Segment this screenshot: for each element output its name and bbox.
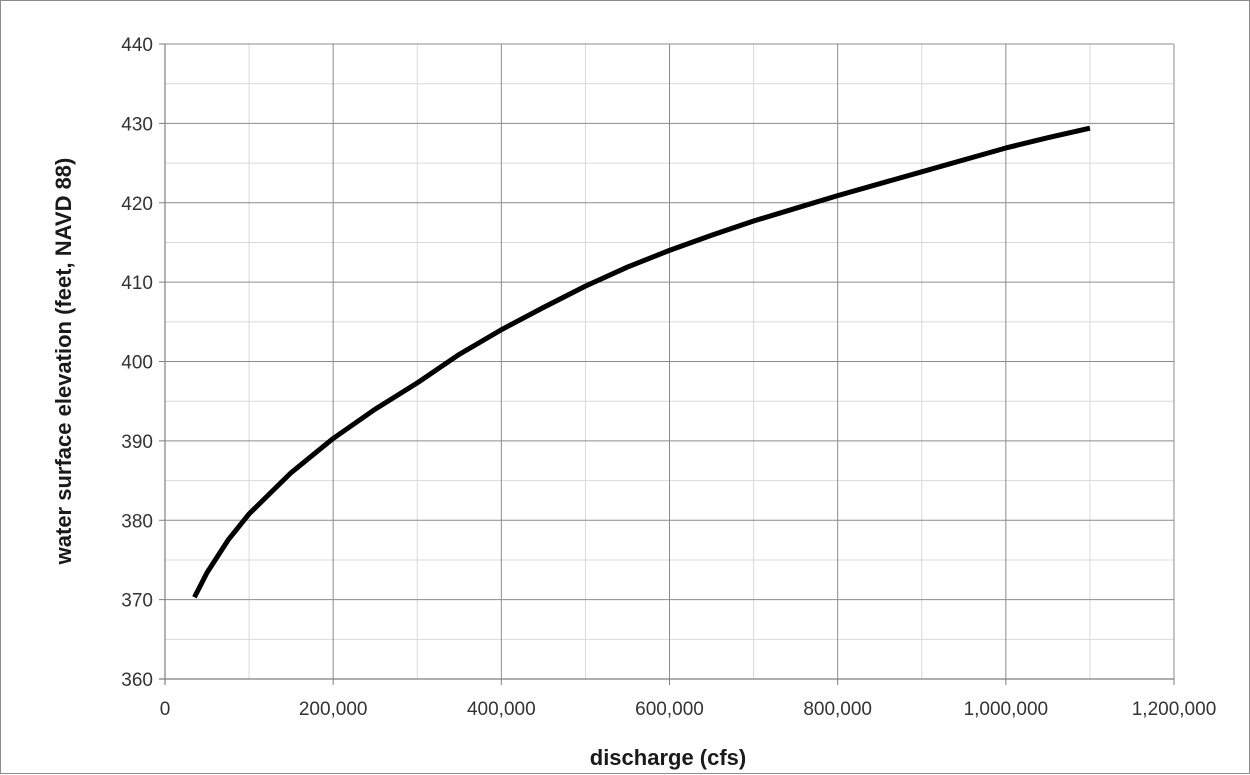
x-tick-labels: 0 200,000 400,000 600,000 800,000 1,000,000 1,… — [160, 699, 1217, 720]
y-tick-label: 360 — [121, 670, 153, 691]
x-tick-label: 400,000 — [467, 699, 536, 720]
y-axis-title: water surface elevation (feet, NAVD 88) — [51, 158, 76, 566]
y-tick-label: 390 — [121, 432, 153, 453]
axes — [159, 43, 1175, 685]
x-tick-label: 600,000 — [635, 699, 704, 720]
y-tick-label: 430 — [121, 114, 153, 135]
y-tick-label: 420 — [121, 194, 153, 215]
major-gridlines — [164, 43, 1175, 680]
y-tick-label: 400 — [121, 353, 153, 374]
y-tick-label: 440 — [121, 35, 153, 56]
x-tick-label: 1,200,000 — [1132, 699, 1217, 720]
x-axis-title: discharge (cfs) — [590, 745, 747, 770]
x-tick-label: 1,000,000 — [964, 699, 1049, 720]
y-tick-label: 370 — [121, 591, 153, 612]
x-tick-label: 800,000 — [803, 699, 872, 720]
series-layer — [192, 125, 1091, 599]
y-tick-labels: 360 370 380 390 400 410 420 430 440 — [121, 35, 153, 691]
x-tick-label: 0 — [160, 699, 171, 720]
series-line-0 — [192, 125, 1091, 599]
x-tick-label: 200,000 — [299, 699, 368, 720]
y-tick-label: 380 — [121, 511, 153, 532]
y-tick-label: 410 — [121, 273, 153, 294]
